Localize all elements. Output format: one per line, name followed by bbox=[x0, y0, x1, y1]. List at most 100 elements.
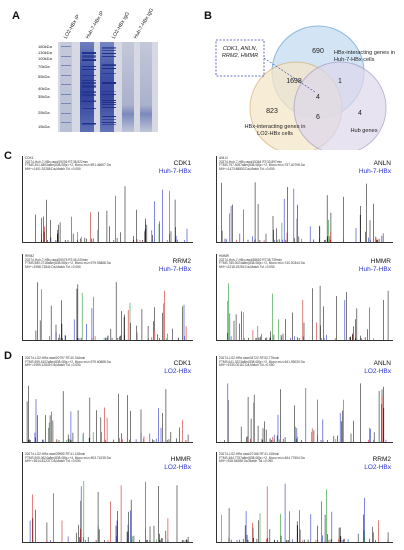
gel-band bbox=[102, 102, 116, 104]
spectrum-title: HMMR Huh-7-HBx bbox=[359, 258, 391, 274]
spectrum-info: HMMR 20274-Huh-7-HBx.raw#38692 RT:38.739… bbox=[219, 254, 305, 269]
venn-box-label: CDK1, ANLN, RRM2, HMMR bbox=[221, 46, 259, 59]
ladder-band bbox=[61, 65, 71, 66]
spectrum-peaks bbox=[35, 282, 187, 340]
marker-label: 40kDa bbox=[38, 86, 50, 91]
gel-band bbox=[102, 122, 116, 123]
gel-band bbox=[102, 48, 116, 49]
venn-count-left-right: 6 bbox=[316, 114, 320, 121]
ladder-band bbox=[61, 93, 71, 95]
ladder-band bbox=[61, 74, 71, 76]
gel-band bbox=[82, 80, 96, 82]
spectrum-title: RRM2 LO2-HBx bbox=[364, 456, 391, 472]
spectrum-peaks bbox=[26, 385, 189, 442]
gel-band bbox=[102, 107, 116, 109]
marker-label: 55kDa bbox=[38, 74, 50, 79]
gel-band bbox=[102, 94, 116, 96]
gel-band bbox=[102, 119, 116, 121]
venn-count-top-left: 1698 bbox=[286, 78, 302, 85]
gel-band bbox=[82, 52, 96, 54]
gel-band bbox=[102, 83, 116, 85]
venn-set-right-label: Hub genes bbox=[350, 128, 378, 134]
gel-band bbox=[102, 63, 116, 65]
ladder-band bbox=[61, 55, 71, 57]
gel-band bbox=[82, 124, 96, 126]
gel-band bbox=[102, 103, 116, 105]
ladder-band bbox=[61, 122, 71, 123]
gene-name: RRM2 bbox=[172, 258, 191, 265]
spectrum-peaks bbox=[224, 383, 387, 442]
gel-band bbox=[82, 74, 96, 76]
gel-band bbox=[82, 101, 96, 103]
gel-band bbox=[102, 116, 116, 118]
marker-label: 15kDa bbox=[38, 124, 50, 129]
gel-band bbox=[102, 64, 116, 66]
ladder-band bbox=[61, 84, 71, 85]
spectrum-peaks bbox=[29, 481, 189, 542]
cell-line: Huh-7-HBx bbox=[358, 266, 391, 273]
spectrum-title: CDK1 LO2-HBx bbox=[164, 360, 191, 376]
gel-band bbox=[82, 95, 96, 97]
gel-band bbox=[102, 46, 116, 48]
venn-diagram bbox=[215, 25, 387, 150]
gel-band bbox=[102, 124, 116, 126]
gel-band bbox=[82, 59, 96, 61]
spectrum-peaks bbox=[221, 182, 384, 242]
cell-line: LO2-HBx bbox=[364, 368, 391, 375]
panel-d-label: D bbox=[4, 350, 12, 362]
spectrum-d-rrm2: 20274-LO2-HBx.raw#27166 RT:41.418min FTM… bbox=[216, 452, 393, 543]
spectrum-title: CDK1 Huh-7-HBx bbox=[159, 160, 191, 176]
spectrum-peaks bbox=[221, 483, 389, 542]
gel-lane-ladder bbox=[60, 42, 72, 132]
gel-band bbox=[82, 86, 96, 88]
gel-band bbox=[82, 84, 96, 86]
spectrum-info: RRM2 20274-Huh-7-HBx.raw#29075 RT:46.243… bbox=[25, 254, 111, 269]
cell-line: LO2-HBx bbox=[164, 368, 191, 375]
spectrum-title: ANLN LO2-HBx bbox=[364, 360, 391, 376]
spectrum-info: CDK1 20274-Huh-7-HBx.raw#19236 RT:38.522… bbox=[25, 156, 111, 171]
marker-label: 180kDa bbox=[38, 44, 52, 49]
gel-band bbox=[102, 67, 116, 69]
spectrum-d-anln: 20274-LO2-HBx.raw#34722 RT:52.776min FTM… bbox=[216, 356, 393, 443]
spectrum-info: 20274-LO2-HBx.raw#20797 RT:40.316min FTM… bbox=[25, 356, 111, 368]
gene-name: CDK1 bbox=[173, 360, 191, 367]
gene-name: RRM2 bbox=[372, 456, 391, 463]
gel-band bbox=[102, 49, 116, 51]
spectrum-info: 20274-LO2-HBx.raw#34722 RT:52.776min FTM… bbox=[219, 356, 305, 368]
panel-c-label: C bbox=[4, 150, 12, 162]
ladder-band bbox=[61, 112, 71, 114]
gene-name: HMMR bbox=[370, 258, 391, 265]
gene-name: ANLN bbox=[373, 360, 391, 367]
spectrum-c-anln: ANLN 20274-Huh-7-HBx.raw#15364 RT:33.897… bbox=[216, 156, 393, 243]
gene-name: CDK1 bbox=[173, 160, 191, 167]
venn-count-left: 823 bbox=[266, 108, 278, 115]
gel-band bbox=[82, 91, 96, 93]
spectrum-title: RRM2 Huh-7-HBx bbox=[159, 258, 191, 274]
gel-band bbox=[82, 90, 96, 92]
gel-band bbox=[82, 123, 96, 124]
gel-band bbox=[82, 86, 96, 88]
gel-band bbox=[82, 94, 96, 96]
spectrum-info: ANLN 20274-Huh-7-HBx.raw#15364 RT:33.897… bbox=[219, 156, 305, 171]
ladder-band bbox=[61, 46, 71, 47]
spectrum-title: ANLN Huh-7-HBx bbox=[359, 160, 391, 176]
cell-line: Huh-7-HBx bbox=[158, 168, 191, 175]
gel-band bbox=[102, 100, 116, 102]
cell-line: LO2-HBx bbox=[164, 464, 191, 471]
panel-a-label: A bbox=[12, 10, 20, 22]
cell-line: LO2-HBx bbox=[364, 464, 391, 471]
spectrum-c-cdk1: CDK1 20274-Huh-7-HBx.raw#19236 RT:38.522… bbox=[22, 156, 193, 243]
spectrum-peaks bbox=[227, 283, 389, 340]
cell-line: Huh-7-HBx bbox=[158, 266, 191, 273]
spectrum-d-cdk1: 20274-LO2-HBx.raw#20797 RT:40.316min FTM… bbox=[22, 356, 193, 443]
marker-label: 70kDa bbox=[38, 64, 50, 69]
marker-label: 35kDa bbox=[38, 94, 50, 99]
gene-name: ANLN bbox=[373, 160, 391, 167]
venn-count-top-right: 1 bbox=[338, 78, 342, 85]
gel-band bbox=[82, 69, 96, 71]
spectrum-c-rrm2: RRM2 20274-Huh-7-HBx.raw#29075 RT:46.243… bbox=[22, 254, 193, 341]
spectrum-d-hmmr: 20274-LO2-HBx.raw#29980 RT:41.128min FTM… bbox=[22, 452, 193, 543]
gel-band bbox=[82, 65, 96, 67]
gel-lane-lo2-igg bbox=[122, 42, 134, 132]
marker-label: 25kDa bbox=[38, 110, 50, 115]
